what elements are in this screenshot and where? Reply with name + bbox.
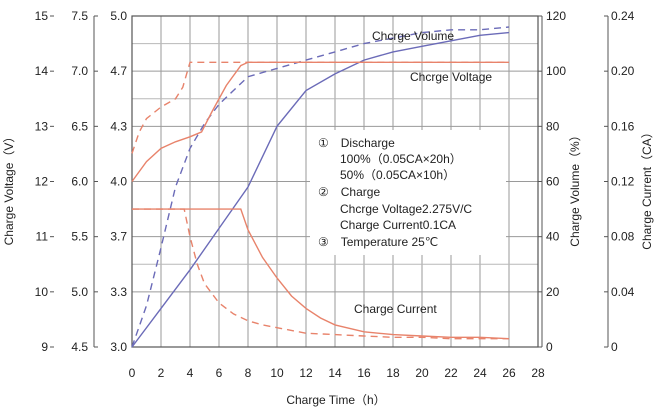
- label-charge-voltage: Chcrge Voltage: [410, 70, 492, 84]
- y-tick-label-charge_current: 0.12: [611, 175, 635, 189]
- y-tick-label-charge_current: 0.04: [611, 285, 635, 299]
- x-tick-label: 4: [187, 366, 194, 380]
- y-tick-label-charge_voltage_6v: 6.0: [71, 175, 88, 189]
- x-tick-label: 2: [158, 366, 165, 380]
- series-line-charge-current-dashed: [132, 208, 509, 340]
- y-tick-label-charge_current: 0.24: [611, 9, 635, 23]
- x-tick-label: 20: [415, 366, 429, 380]
- annotation-line-7: ③ Temperature 25℃: [318, 235, 438, 249]
- x-tick-label: 10: [270, 366, 284, 380]
- y-tick-label-charge_volume: 0: [546, 340, 553, 354]
- y-tick-label-charge_voltage_12v: 14: [35, 64, 49, 78]
- y-tick-label-charge_voltage_cell: 4.7: [110, 64, 127, 78]
- y-tick-label-charge_current: 0.08: [611, 230, 635, 244]
- x-tick-label: 14: [328, 366, 342, 380]
- y-tick-label-charge_current: 0.16: [611, 119, 635, 133]
- series-line-chcrge-voltage-solid: [131, 61, 509, 182]
- series-line-charge-current-solid: [132, 208, 510, 340]
- x-tick-label: 26: [502, 366, 516, 380]
- annotation-line-3: 50%（0.05CA×10h）: [340, 168, 455, 182]
- y-tick-label-charge_volume: 20: [546, 285, 560, 299]
- x-tick-label: 8: [245, 366, 252, 380]
- annotation-line-5: Chcrge Voltage2.275V/C: [340, 202, 472, 216]
- series-line-chcrge-voltage-dashed: [131, 61, 509, 154]
- series-line-chcrge-volume-dashed: [131, 26, 510, 348]
- y-tick-label-charge_voltage_cell: 4.3: [110, 119, 127, 133]
- y-tick-label-charge_voltage_6v: 5.0: [71, 285, 88, 299]
- label-charge-current: Charge Current: [354, 302, 437, 316]
- x-tick-label: 18: [386, 366, 400, 380]
- label-charge-volume: Chcrge Volume: [372, 29, 454, 43]
- y-tick-label-charge_voltage_12v: 11: [36, 230, 49, 244]
- y-tick-label-charge_voltage_12v: 10: [35, 285, 49, 299]
- x-tick-label: 16: [357, 366, 371, 380]
- y-tick-label-charge_volume: 80: [546, 119, 560, 133]
- series-layer: [131, 26, 510, 348]
- y-tick-label-charge_voltage_cell: 3.0: [110, 340, 127, 354]
- annotation-line-1: ① Discharge: [318, 136, 395, 150]
- x-tick-label: 22: [444, 366, 458, 380]
- y-tick-label-charge_volume: 60: [546, 175, 560, 189]
- x-tick-label: 24: [473, 366, 487, 380]
- y-tick-label-charge_current: 0: [611, 340, 618, 354]
- y-tick-label-charge_voltage_12v: 13: [35, 119, 49, 133]
- x-tick-label: 12: [299, 366, 313, 380]
- y-tick-label-charge_voltage_6v: 7.0: [71, 64, 88, 78]
- y-tick-label-charge_voltage_12v: 15: [35, 9, 49, 23]
- y-tick-label-charge_volume: 40: [546, 230, 560, 244]
- annotation-line-4: ② Charge: [318, 185, 380, 199]
- annotation-box: [310, 130, 506, 255]
- series-line-chcrge-volume-solid: [131, 31, 510, 348]
- y-tick-label-charge_voltage_6v: 5.5: [71, 230, 88, 244]
- x-axis-title: Charge Time（h）: [286, 393, 385, 407]
- y-tick-label-charge_volume: 100: [546, 64, 566, 78]
- y-axis-title-volume: Charge Volume（%）: [568, 129, 582, 246]
- y-tick-label-charge_voltage_12v: 12: [35, 175, 49, 189]
- x-tick-label: 0: [129, 366, 136, 380]
- y-tick-label-charge_voltage_6v: 7.5: [71, 9, 88, 23]
- axes: 0 2 4 6 8 10 12 14 16 18 20 22 24 26 2891011121314154.…: [35, 9, 635, 380]
- y-axis-title-voltage: Charge Voltage（V）: [2, 131, 16, 246]
- y-tick-label-charge_voltage_cell: 3.3: [110, 285, 127, 299]
- y-tick-label-charge_current: 0.20: [611, 64, 635, 78]
- y-tick-label-charge_voltage_6v: 4.5: [71, 340, 88, 354]
- annotation-line-2: 100%（0.05CA×20h）: [340, 152, 462, 166]
- annotation-line-6: Charge Current0.1CA: [340, 218, 456, 232]
- y-tick-label-charge_voltage_12v: 9: [41, 340, 48, 354]
- x-tick-label: 6: [216, 366, 223, 380]
- y-tick-label-charge_voltage_cell: 4.0: [110, 175, 127, 189]
- x-tick-label: 28: [531, 366, 545, 380]
- y-tick-label-charge_volume: 120: [546, 9, 566, 23]
- y-tick-label-charge_voltage_cell: 5.0: [110, 9, 127, 23]
- y-axis-title-current: Charge Current（CA）: [640, 126, 654, 249]
- y-tick-label-charge_voltage_cell: 3.7: [110, 230, 127, 244]
- y-tick-label-charge_voltage_6v: 6.5: [71, 119, 88, 133]
